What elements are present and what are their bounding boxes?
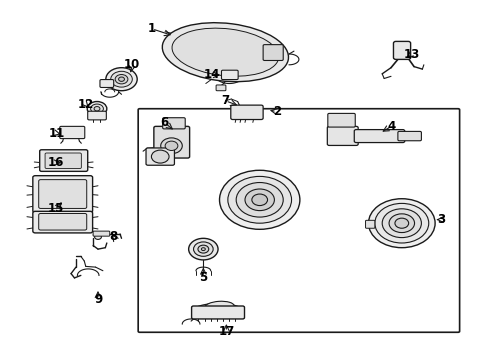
Circle shape [87,102,107,116]
FancyBboxPatch shape [366,220,375,228]
Circle shape [111,71,132,87]
Text: 5: 5 [199,271,207,284]
FancyBboxPatch shape [33,211,93,233]
Ellipse shape [162,23,289,82]
FancyBboxPatch shape [45,153,81,168]
FancyBboxPatch shape [231,105,263,120]
FancyBboxPatch shape [100,80,114,87]
Text: 16: 16 [48,156,65,169]
Circle shape [252,194,268,206]
Circle shape [389,214,415,233]
FancyBboxPatch shape [93,231,110,236]
Ellipse shape [205,301,234,312]
Circle shape [106,68,137,91]
FancyBboxPatch shape [221,70,238,80]
FancyBboxPatch shape [163,118,185,129]
Circle shape [151,150,169,163]
FancyBboxPatch shape [40,150,88,171]
FancyBboxPatch shape [327,126,358,145]
FancyBboxPatch shape [39,180,87,208]
Circle shape [115,75,128,84]
Circle shape [220,170,300,229]
Circle shape [198,245,209,253]
Text: 12: 12 [77,98,94,111]
Text: 4: 4 [388,120,396,132]
Text: 2: 2 [273,105,281,118]
Text: 3: 3 [437,213,445,226]
Circle shape [91,104,103,113]
Circle shape [395,218,409,228]
Circle shape [165,141,178,150]
Circle shape [94,107,100,111]
Circle shape [119,77,124,81]
FancyBboxPatch shape [354,130,405,143]
FancyBboxPatch shape [39,213,87,230]
Circle shape [189,238,218,260]
FancyBboxPatch shape [328,113,355,127]
Circle shape [382,209,421,238]
Circle shape [375,203,429,243]
Text: 17: 17 [218,325,235,338]
Text: 7: 7 [221,94,229,107]
FancyBboxPatch shape [60,126,85,139]
Text: 11: 11 [48,127,65,140]
Text: 14: 14 [203,68,220,81]
Circle shape [245,189,274,211]
FancyBboxPatch shape [192,306,245,319]
FancyBboxPatch shape [398,131,421,141]
FancyBboxPatch shape [216,85,226,91]
Ellipse shape [172,28,279,76]
Circle shape [95,234,101,239]
Text: 9: 9 [94,293,102,306]
Text: 15: 15 [48,202,65,215]
FancyBboxPatch shape [146,148,174,165]
Circle shape [228,176,292,223]
Circle shape [161,138,182,154]
Text: 1: 1 [148,22,156,35]
FancyBboxPatch shape [263,45,283,60]
Circle shape [368,199,435,248]
Text: 13: 13 [403,48,420,60]
Circle shape [194,242,213,256]
Circle shape [201,248,205,251]
FancyBboxPatch shape [33,176,93,212]
FancyBboxPatch shape [154,126,190,158]
FancyBboxPatch shape [88,111,106,120]
FancyBboxPatch shape [138,109,460,332]
FancyBboxPatch shape [393,41,411,59]
Text: 8: 8 [110,230,118,243]
Circle shape [236,183,283,217]
Text: 6: 6 [160,116,168,129]
Text: 10: 10 [124,58,141,71]
